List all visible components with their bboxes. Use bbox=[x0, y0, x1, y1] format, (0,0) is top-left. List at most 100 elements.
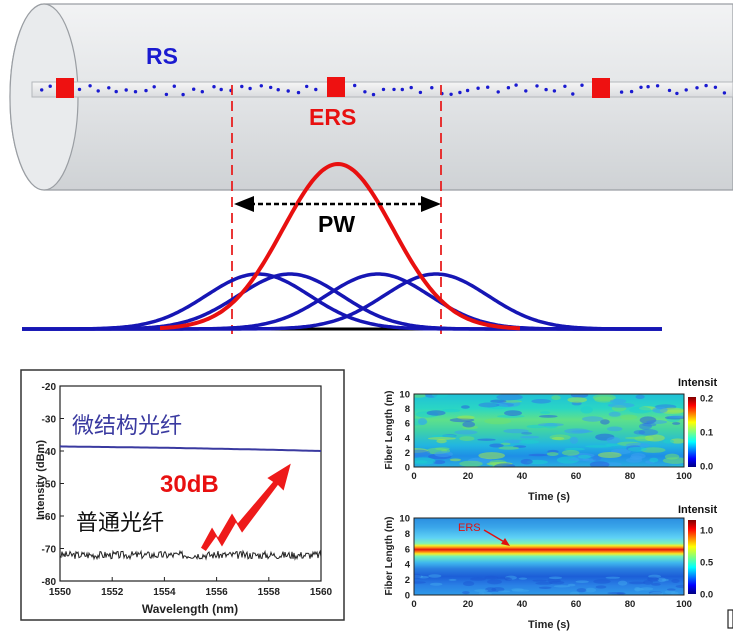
heatmap-speckle bbox=[600, 419, 610, 425]
scatterer-dot bbox=[458, 90, 462, 95]
heatmap-speckle bbox=[639, 423, 652, 430]
heatmap-x-tick-label: 60 bbox=[571, 471, 582, 482]
heatmap-speckle bbox=[449, 458, 462, 462]
heatmap-speckle bbox=[641, 447, 666, 453]
scatterer-dot bbox=[144, 88, 148, 93]
heatmap-speckle bbox=[427, 437, 456, 440]
heatmap-speckle bbox=[477, 438, 496, 441]
heatmap-speckle bbox=[448, 578, 457, 581]
heatmap-speckle bbox=[592, 455, 602, 462]
heatmap-speckle bbox=[484, 575, 499, 580]
heatmap-speckle bbox=[551, 436, 565, 440]
heatmap-speckle bbox=[576, 588, 587, 593]
heatmap-speckle bbox=[671, 579, 680, 583]
heatmap-y-tick-label: 0 bbox=[405, 463, 410, 474]
heatmap-speckle bbox=[441, 408, 461, 413]
heatmap-speckle bbox=[414, 449, 431, 457]
heatmap-ers-annotation: ERS bbox=[458, 522, 481, 534]
scatterer-dot bbox=[88, 84, 92, 88]
heatmap-speckle bbox=[484, 418, 512, 425]
heatmap-speckle bbox=[430, 582, 443, 586]
heatmap-speckle bbox=[435, 447, 450, 451]
heatmap-ers-arrowhead bbox=[501, 538, 510, 546]
standard-fiber-label: 普通光纤 bbox=[76, 511, 164, 536]
scatterer-dot bbox=[496, 90, 500, 94]
heatmap-speckle bbox=[503, 400, 522, 403]
heatmap-speckle bbox=[638, 429, 659, 436]
heatmap-speckle bbox=[540, 411, 551, 414]
heatmap-y-tick-label: 8 bbox=[405, 404, 410, 415]
heatmap-speckle bbox=[570, 394, 589, 398]
heatmap-speckle bbox=[415, 460, 428, 464]
heatmap-speckle bbox=[497, 414, 525, 418]
microstructure-fiber-label: 微结构光纤 bbox=[72, 414, 182, 439]
heatmap-speckle bbox=[414, 394, 426, 398]
scatterer-dot bbox=[655, 84, 660, 88]
colorbar-tick-label: 0.0 bbox=[700, 590, 713, 601]
heatmap-speckle bbox=[498, 446, 519, 450]
heatmap-speckle bbox=[532, 579, 547, 582]
spectrum-series bbox=[59, 445, 322, 561]
rayleigh-pulse-curve bbox=[22, 272, 662, 331]
ers-label: ERS bbox=[309, 104, 356, 130]
heatmap-speckle bbox=[490, 399, 507, 403]
heatmap-speckle bbox=[667, 588, 676, 591]
heatmap-speckle bbox=[635, 394, 645, 399]
heatmap-speckle bbox=[650, 591, 664, 595]
heatmap-speckle bbox=[478, 591, 485, 595]
scatterer-dot bbox=[248, 86, 252, 91]
heatmap-speckle bbox=[672, 422, 681, 425]
spectrum-x-axis-label: Wavelength (nm) bbox=[142, 602, 238, 616]
heatmap-speckle bbox=[609, 399, 627, 404]
scatterer-dot bbox=[381, 87, 386, 92]
heatmap-speckle bbox=[585, 587, 597, 593]
heatmap-speckle bbox=[519, 440, 540, 444]
spectrum-y-tick-label: -50 bbox=[42, 480, 57, 491]
heatmap-speckle bbox=[593, 579, 611, 584]
heatmap-x-tick-label: 100 bbox=[676, 471, 692, 482]
scatterer-dot bbox=[506, 86, 511, 90]
heatmap-speckle bbox=[531, 399, 551, 404]
scatterer-dot bbox=[305, 84, 309, 89]
scatterer-dot bbox=[409, 85, 413, 90]
scatterer-dot bbox=[296, 90, 301, 95]
heatmap-speckle bbox=[589, 461, 610, 467]
spectrum-x-tick-label: 1552 bbox=[101, 587, 124, 598]
heatmap-top-x-axis-label: Time (s) bbox=[528, 491, 570, 503]
colorbar-tick-label: 0.2 bbox=[700, 394, 713, 405]
scatterer-dot bbox=[646, 85, 650, 89]
heatmap-speckle bbox=[595, 585, 607, 589]
colorbar-tick-label: 1.0 bbox=[700, 526, 713, 537]
colorbar-tick-label: 0.0 bbox=[700, 462, 713, 473]
heatmap-y-tick-label: 0 bbox=[405, 591, 410, 602]
heatmap-speckle bbox=[478, 452, 506, 460]
heatmap-speckle bbox=[617, 580, 628, 586]
heatmap-speckle bbox=[627, 447, 647, 452]
scatterer-dot bbox=[639, 85, 643, 90]
heatmap-speckle bbox=[426, 410, 446, 416]
scatterer-dot bbox=[259, 84, 263, 88]
scatterer-dot bbox=[713, 85, 718, 90]
heatmap-speckle bbox=[538, 423, 564, 427]
heatmap-speckle bbox=[616, 592, 626, 595]
heatmap-speckle bbox=[518, 577, 528, 580]
heatmap-speckle bbox=[567, 397, 587, 403]
heatmap-speckle bbox=[639, 416, 657, 424]
heatmap-speckle bbox=[670, 591, 679, 595]
scatterer-dot bbox=[535, 84, 539, 88]
ers-marker-left bbox=[56, 78, 74, 98]
heatmap-speckle bbox=[428, 574, 442, 578]
scatterer-dot bbox=[124, 88, 128, 92]
scatterer-dot bbox=[465, 88, 470, 93]
heatmap-bottom-colorbar bbox=[688, 520, 696, 594]
heatmap-x-tick-label: 100 bbox=[676, 599, 692, 610]
heatmap-speckle bbox=[503, 428, 529, 434]
heatmap-speckle bbox=[548, 576, 563, 580]
heatmap-x-tick-label: 40 bbox=[517, 471, 528, 482]
heatmap-speckle bbox=[503, 439, 523, 444]
spectrum-y-tick-label: -40 bbox=[42, 447, 57, 458]
heatmap-x-tick-label: 20 bbox=[463, 599, 474, 610]
scatterer-dot bbox=[172, 84, 176, 88]
scatterer-dot bbox=[544, 87, 548, 92]
